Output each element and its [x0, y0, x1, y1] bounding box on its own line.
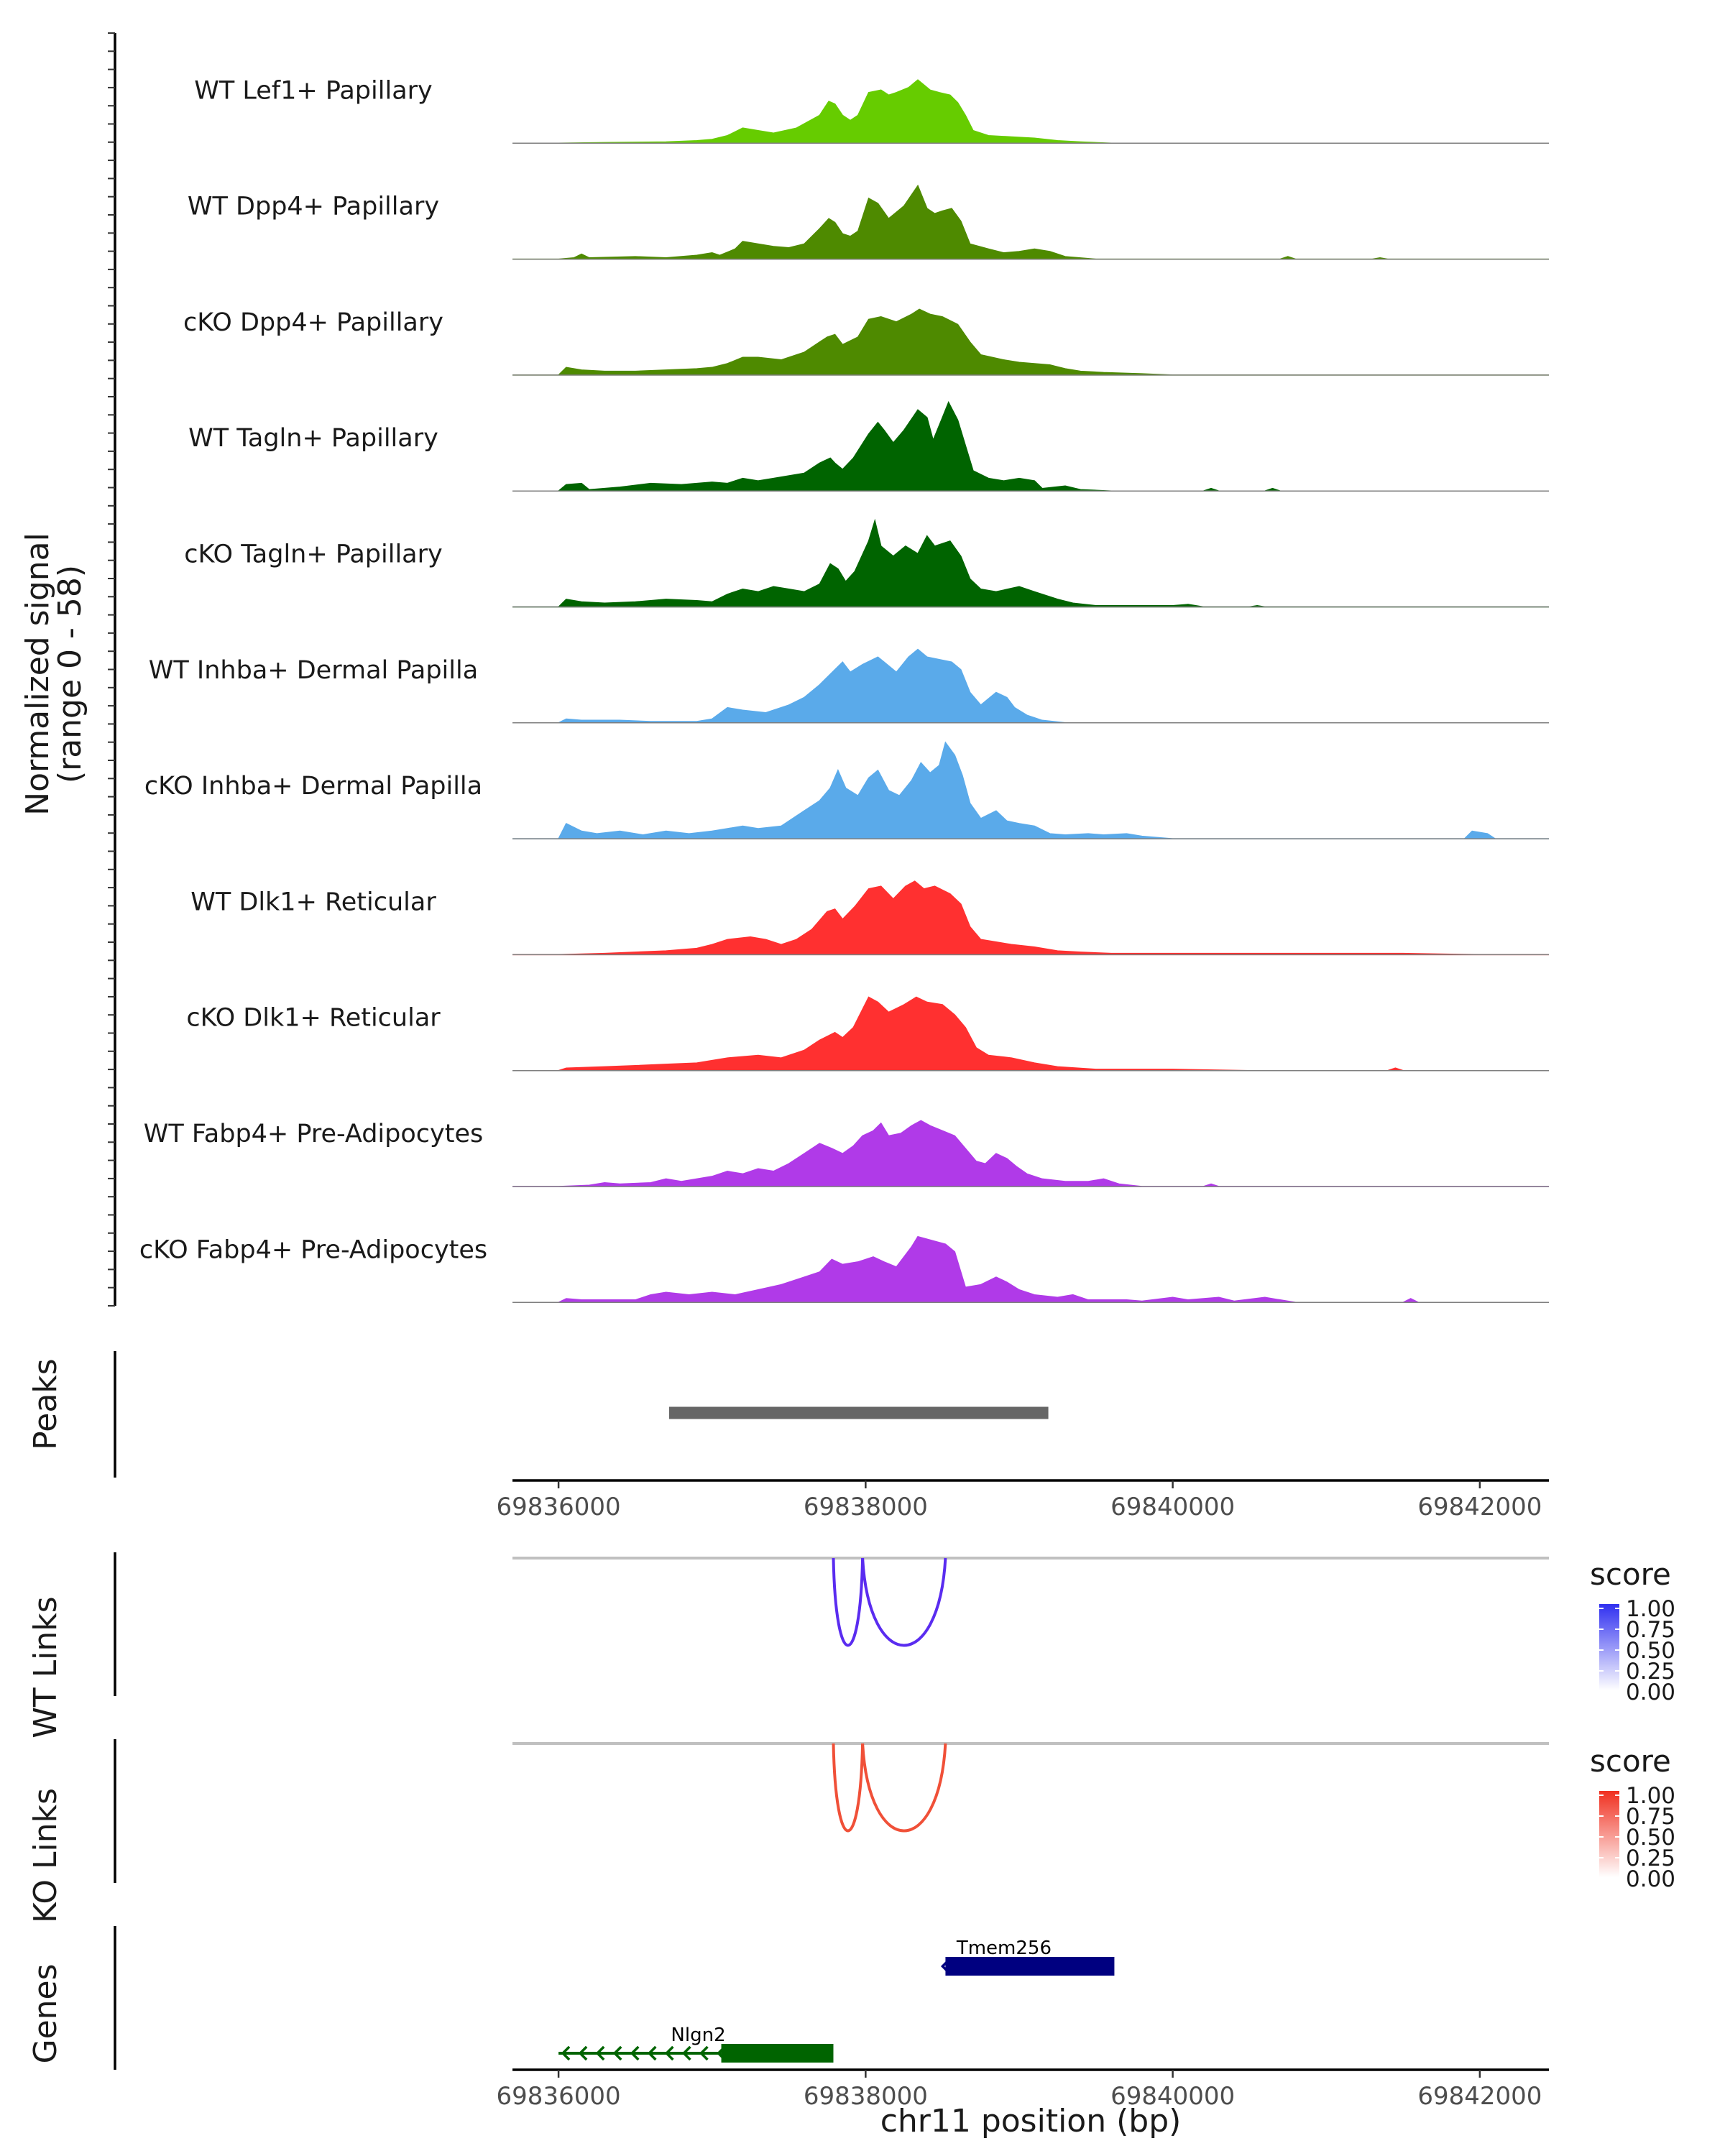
- coverage-area-6: [512, 741, 1549, 839]
- x-tick-label-peaks: 69838000: [804, 1493, 928, 1521]
- link-arc: [861, 1557, 947, 1647]
- coverage-ylabel-line1: Normalized signal: [19, 533, 56, 816]
- peaks-track-label: Peaks: [27, 1358, 64, 1450]
- gene-exon: [721, 2044, 834, 2063]
- legend-tick-label: 0.50: [1626, 1638, 1675, 1664]
- coverage-area-3: [512, 401, 1549, 492]
- coverage-track-label: WT Lef1+ Papillary: [194, 76, 433, 105]
- coverage-area-9: [512, 1120, 1549, 1187]
- coverage-area-5: [512, 648, 1549, 724]
- link-arc: [861, 1743, 947, 1833]
- gene-label: Nlgn2: [671, 2024, 725, 2046]
- coverage-area-8: [512, 996, 1549, 1072]
- wt-legend-title: score: [1590, 1557, 1671, 1592]
- coverage-area-4: [512, 518, 1549, 608]
- coverage-area-7: [512, 880, 1549, 956]
- coverage-track-label: cKO Inhba+ Dermal Papilla: [144, 772, 482, 801]
- link-arc: [832, 1557, 865, 1647]
- coverage-track-label: cKO Dlk1+ Reticular: [186, 1004, 441, 1033]
- x-tick-label-peaks: 69842000: [1417, 1493, 1542, 1521]
- gene-exon: [945, 1957, 1115, 1976]
- x-tick-label-genes: 69840000: [1110, 2082, 1235, 2111]
- coverage-track-label: WT Tagln+ Papillary: [188, 424, 438, 453]
- coverage-track-label: cKO Fabp4+ Pre-Adipocytes: [139, 1235, 487, 1264]
- gene-strand-arrow: [681, 2045, 691, 2061]
- coverage-area-2: [512, 308, 1549, 376]
- gene-label: Tmem256: [956, 1938, 1052, 1959]
- gene-strand-arrow: [612, 2045, 622, 2061]
- legend-colorbar: [1599, 1604, 1619, 1690]
- legend-tick-label: 0.25: [1626, 1846, 1675, 1871]
- legend-tick-label: 0.00: [1626, 1680, 1675, 1705]
- x-tick-label-peaks: 69836000: [497, 1493, 621, 1521]
- gene-strand-arrow: [647, 2045, 657, 2061]
- coverage-track-label: WT Dpp4+ Papillary: [188, 193, 439, 221]
- legend-tick-label: 0.75: [1626, 1617, 1675, 1643]
- legend-colorbar: [1599, 1791, 1619, 1877]
- gene-strand-arrow: [630, 2045, 640, 2061]
- legend-tick-label: 0.50: [1626, 1825, 1675, 1851]
- coverage-area-0: [512, 79, 1549, 144]
- coverage-area-10: [512, 1235, 1549, 1304]
- legend-tick-label: 0.25: [1626, 1659, 1675, 1685]
- legend-tick-label: 1.00: [1626, 1783, 1675, 1809]
- gene-strand-arrow: [699, 2045, 709, 2061]
- x-tick-label-genes: 69838000: [804, 2082, 928, 2111]
- legend-tick-label: 0.00: [1626, 1866, 1675, 1892]
- coverage-area-1: [512, 184, 1549, 260]
- x-tick-label-genes: 69836000: [497, 2082, 621, 2111]
- legend-tick-label: 1.00: [1626, 1596, 1675, 1622]
- gene-strand-arrow: [595, 2045, 605, 2061]
- ko-legend-title: score: [1590, 1743, 1671, 1779]
- coverage-track-label: WT Fabp4+ Pre-Adipocytes: [144, 1120, 483, 1148]
- x-tick-label-genes: 69842000: [1417, 2082, 1542, 2111]
- genes-track-label: Genes: [27, 1963, 64, 2063]
- gene-strand-arrow: [664, 2045, 674, 2061]
- wt-links-track-label: WT Links: [27, 1596, 64, 1738]
- plot-layers: WT Lef1+ Papillary WT Dpp4+ Papillary cKO …: [108, 32, 1675, 2111]
- legend-tick-label: 0.75: [1626, 1804, 1675, 1830]
- gene-strand-arrow: [561, 2045, 571, 2061]
- coverage-track-label: WT Dlk1+ Reticular: [190, 888, 436, 916]
- coverage-ylabel-line2: (range 0 - 58): [52, 565, 88, 783]
- coverage-track-label: cKO Tagln+ Papillary: [184, 540, 443, 569]
- coverage-track-label: cKO Dpp4+ Papillary: [183, 308, 443, 337]
- link-arc: [832, 1743, 865, 1833]
- ko-links-track-label: KO Links: [27, 1788, 64, 1923]
- x-tick-label-peaks: 69840000: [1110, 1493, 1235, 1521]
- coverage-track-label: WT Inhba+ Dermal Papilla: [149, 656, 478, 685]
- x-axis-title: chr11 position (bp): [880, 2103, 1182, 2139]
- gene-strand-arrow: [578, 2045, 588, 2061]
